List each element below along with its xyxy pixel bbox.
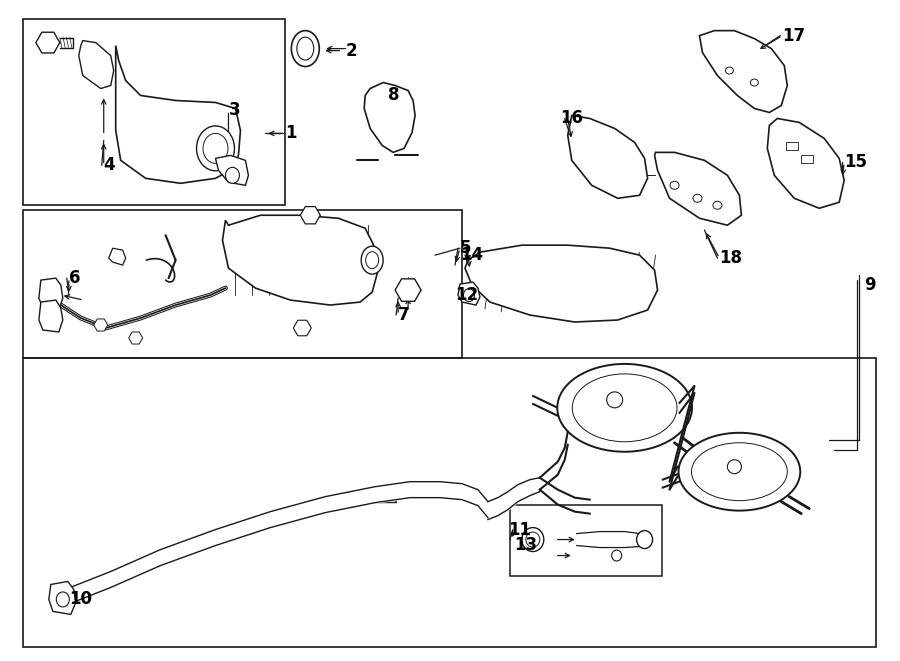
Polygon shape <box>222 215 378 305</box>
Ellipse shape <box>365 252 379 268</box>
Polygon shape <box>654 153 742 225</box>
Ellipse shape <box>522 527 544 551</box>
Ellipse shape <box>361 246 383 274</box>
Ellipse shape <box>713 201 722 210</box>
Bar <box>22 358 876 647</box>
Text: 16: 16 <box>560 110 583 128</box>
Ellipse shape <box>612 550 622 561</box>
Text: 2: 2 <box>346 42 356 59</box>
Ellipse shape <box>203 134 228 163</box>
Ellipse shape <box>57 592 69 607</box>
Ellipse shape <box>297 37 314 60</box>
Ellipse shape <box>292 30 320 67</box>
Polygon shape <box>79 40 113 89</box>
Polygon shape <box>215 155 248 185</box>
Ellipse shape <box>557 364 692 451</box>
Ellipse shape <box>693 194 702 202</box>
Polygon shape <box>39 278 63 310</box>
Polygon shape <box>94 319 108 331</box>
Ellipse shape <box>636 531 652 549</box>
Bar <box>22 210 462 358</box>
Text: 9: 9 <box>864 276 876 294</box>
Ellipse shape <box>526 532 540 547</box>
Bar <box>801 155 814 163</box>
Text: 11: 11 <box>508 521 531 539</box>
Text: 7: 7 <box>398 306 410 324</box>
Polygon shape <box>293 320 311 336</box>
Polygon shape <box>129 332 142 344</box>
Polygon shape <box>49 582 76 615</box>
Polygon shape <box>458 282 480 305</box>
Polygon shape <box>768 118 844 208</box>
Text: 8: 8 <box>388 87 400 104</box>
Polygon shape <box>301 207 320 224</box>
Text: 15: 15 <box>844 153 868 171</box>
Polygon shape <box>395 279 421 301</box>
Text: 6: 6 <box>68 269 80 287</box>
Ellipse shape <box>679 433 800 510</box>
Text: 12: 12 <box>455 286 478 304</box>
Polygon shape <box>109 248 126 265</box>
Text: 5: 5 <box>460 239 472 257</box>
Polygon shape <box>568 116 648 198</box>
Polygon shape <box>116 46 240 183</box>
Ellipse shape <box>727 460 742 474</box>
Polygon shape <box>36 32 59 53</box>
Ellipse shape <box>196 126 235 171</box>
Text: 1: 1 <box>285 124 297 142</box>
Polygon shape <box>364 83 415 153</box>
Text: 18: 18 <box>719 249 742 267</box>
Ellipse shape <box>464 289 474 301</box>
Text: 13: 13 <box>514 535 537 553</box>
Text: 14: 14 <box>460 246 483 264</box>
Ellipse shape <box>751 79 759 86</box>
Polygon shape <box>39 300 63 332</box>
Bar <box>22 19 285 206</box>
Ellipse shape <box>226 167 239 183</box>
Polygon shape <box>699 30 788 112</box>
Polygon shape <box>465 245 658 322</box>
Ellipse shape <box>725 67 734 74</box>
Ellipse shape <box>670 181 679 189</box>
Bar <box>510 504 662 576</box>
Ellipse shape <box>607 392 623 408</box>
Text: 10: 10 <box>68 590 92 608</box>
Text: 17: 17 <box>782 26 806 45</box>
Text: 4: 4 <box>104 157 115 175</box>
Bar <box>787 142 798 151</box>
Text: 3: 3 <box>229 101 240 120</box>
